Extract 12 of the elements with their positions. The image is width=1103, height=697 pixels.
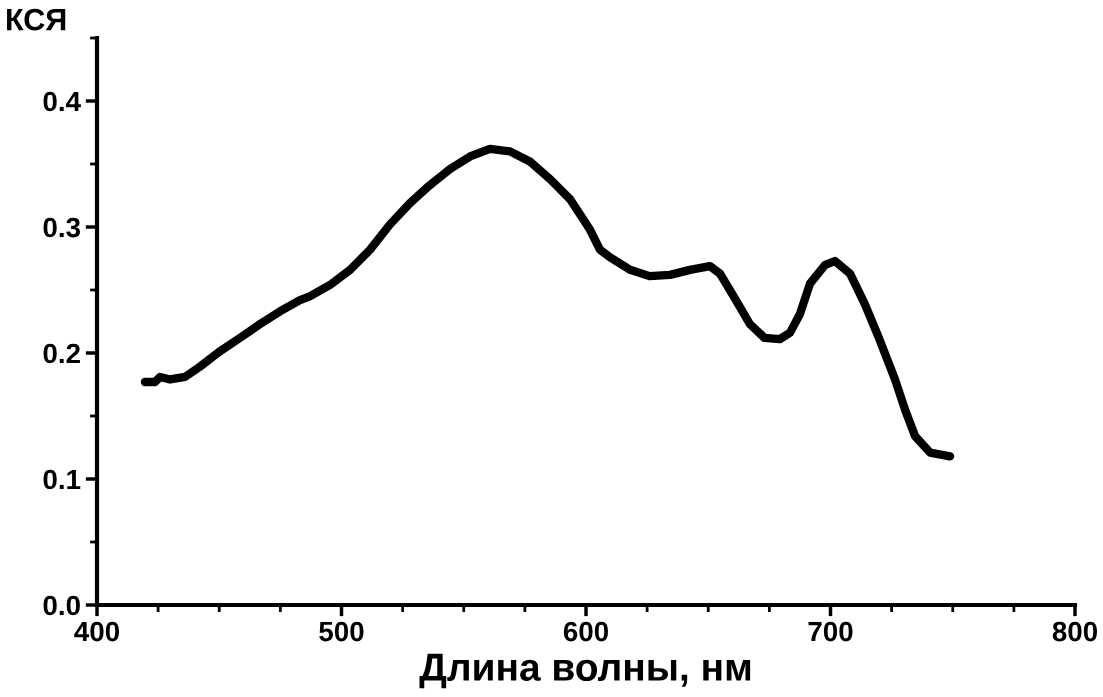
y-tick-label: 0.4 xyxy=(43,91,81,112)
y-tick-label: 0.0 xyxy=(43,595,80,616)
x-tick-label: 800 xyxy=(1052,621,1098,642)
x-tick-label: 600 xyxy=(563,621,609,642)
y-tick-label: 0.2 xyxy=(43,343,80,364)
x-tick-label: 400 xyxy=(74,621,120,642)
y-tick-label: 0.1 xyxy=(43,469,81,490)
x-axis-title: Длина волны, нм xyxy=(419,653,751,689)
x-tick-label: 700 xyxy=(808,621,853,642)
y-tick-label: 0.3 xyxy=(43,217,81,238)
y-axis-title: КСЯ xyxy=(7,8,66,31)
x-tick-label: 500 xyxy=(319,621,364,642)
